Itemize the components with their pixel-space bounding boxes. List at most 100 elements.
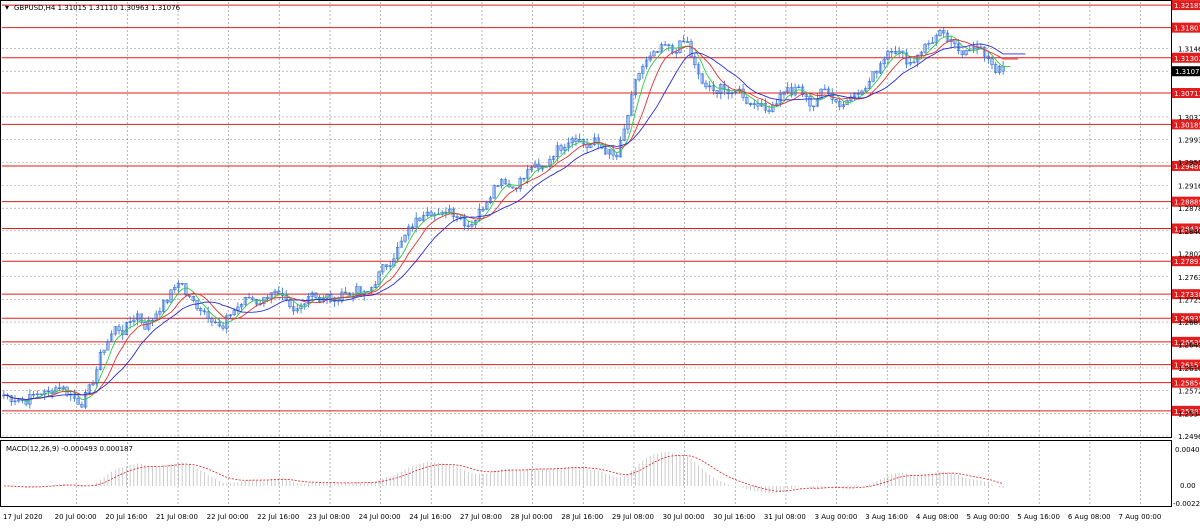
candle-body: [106, 341, 110, 351]
candle-body: [292, 306, 296, 312]
candle-body: [823, 88, 827, 91]
price-tick-label: 1.27250: [1178, 296, 1200, 304]
candle-body: [852, 93, 857, 98]
candle-body: [864, 88, 868, 92]
candle-body: [663, 44, 667, 46]
candle-body: [804, 94, 808, 97]
price-tick-label: 1.26100: [1178, 365, 1200, 373]
time-tick-label: 20 Jul 00:00: [55, 513, 97, 521]
candle-body: [726, 89, 730, 95]
candle-body: [399, 240, 403, 248]
candle-body: [533, 163, 537, 168]
price-tick-label: 1.24960: [1178, 433, 1200, 441]
time-tick-label: 30 Jul 00:00: [663, 513, 705, 521]
time-tick-label: 22 Jul 00:00: [207, 513, 249, 521]
candle-body: [247, 297, 251, 299]
candle-body: [841, 104, 846, 107]
candle-body: [942, 30, 946, 34]
candle-body: [466, 225, 470, 227]
candle-body: [314, 292, 318, 298]
candle-body: [786, 87, 790, 93]
candle-body: [522, 177, 526, 180]
candle-body: [13, 400, 17, 403]
candle-body: [860, 90, 864, 95]
candle-body: [503, 179, 507, 185]
level-badge: [1172, 160, 1200, 171]
candle-body: [782, 91, 786, 95]
candle-body: [945, 32, 950, 42]
candle-body: [232, 310, 236, 316]
candle-body: [161, 299, 166, 312]
candle-body: [269, 292, 273, 299]
macd-pane[interactable]: [0, 440, 1172, 507]
price-tick-label: 1.26490: [1178, 342, 1200, 350]
symbol-header: GBPUSD,H4 1.31015 1.31110 1.30963 1.3107…: [14, 4, 181, 12]
candle-body: [370, 287, 374, 292]
level-label: 1.26157: [1174, 362, 1200, 370]
candle-body: [559, 145, 563, 151]
level-badge: [1172, 377, 1200, 388]
candle-body: [886, 51, 890, 60]
candle-body: [589, 144, 593, 149]
candle-body: [763, 103, 767, 111]
candle-body: [648, 55, 652, 61]
candle-body: [17, 399, 21, 402]
candle-body: [834, 99, 838, 102]
symbol-dropdown-icon[interactable]: ▾: [5, 3, 9, 12]
candle-body: [808, 96, 812, 107]
candle-body: [511, 186, 515, 189]
candle-body: [745, 97, 749, 104]
candle-body: [930, 42, 935, 44]
candle-body: [667, 44, 671, 47]
candle-body: [875, 71, 879, 74]
level-label: 1.32185: [1174, 2, 1200, 10]
candle-body: [169, 289, 173, 303]
candle-body: [377, 271, 381, 285]
price-tick-label: 1.28780: [1178, 205, 1200, 213]
macd-scale-zero: 0.00: [1180, 482, 1196, 490]
candle-body: [734, 90, 738, 93]
candle-body: [135, 313, 140, 321]
candle-body: [76, 397, 80, 405]
candle-body: [206, 311, 210, 319]
price-pane[interactable]: [0, 0, 1172, 438]
candle-body: [254, 298, 259, 305]
candle-body: [98, 352, 103, 371]
candle-body: [113, 326, 117, 335]
candle-body: [563, 146, 567, 151]
level-badge: [1172, 405, 1200, 416]
macd-label: MACD(12,26,9) -0.000493 0.000187: [6, 445, 133, 453]
candle-body: [266, 296, 270, 299]
candle-body: [444, 211, 448, 214]
candle-body: [295, 308, 299, 312]
candle-body: [251, 297, 255, 300]
candle-body: [470, 224, 474, 227]
level-badge: [1172, 313, 1200, 324]
candle-body: [882, 58, 886, 65]
candle-body: [210, 318, 214, 323]
candle-body: [659, 44, 663, 53]
candle-body: [344, 291, 348, 294]
time-tick-label: 28 Jul 16:00: [561, 513, 603, 521]
candle-body: [682, 40, 686, 43]
candle-body: [46, 390, 51, 393]
price-tick-label: 1.31460: [1178, 45, 1200, 53]
candle-body: [711, 85, 715, 91]
candle-body: [485, 202, 489, 210]
price-tick-label: 1.30310: [1178, 114, 1200, 122]
price-tick-label: 1.29160: [1178, 183, 1200, 191]
candle-body: [158, 311, 162, 315]
level-badge: [1172, 52, 1200, 63]
candle-body: [626, 115, 630, 130]
candle-body: [748, 103, 753, 105]
moving-averages: [3, 35, 1026, 402]
time-tick-label: 5 Aug 00:00: [967, 513, 1010, 521]
candle-body: [518, 178, 522, 190]
candle-body: [187, 294, 192, 297]
candle-body: [990, 58, 994, 65]
candle-body: [537, 163, 541, 170]
candle-body: [109, 333, 114, 342]
